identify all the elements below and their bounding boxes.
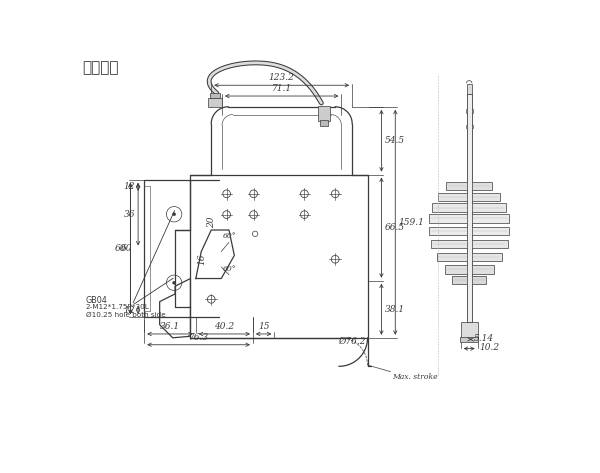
Text: 10.2: 10.2 [479, 343, 499, 352]
Text: 36: 36 [124, 210, 135, 219]
Text: 40.2: 40.2 [214, 322, 235, 331]
Bar [445, 265, 494, 273]
Bar [432, 203, 506, 212]
Bar [466, 109, 473, 113]
Text: 66.5: 66.5 [385, 223, 404, 232]
Text: 5.14: 5.14 [473, 334, 494, 343]
Bar [208, 97, 222, 107]
Text: 54.5: 54.5 [385, 136, 404, 145]
Bar [467, 94, 472, 323]
Text: Ø10.25 hole both side: Ø10.25 hole both side [86, 312, 166, 318]
Text: 60°: 60° [223, 265, 236, 273]
Text: 刀组图面: 刀组图面 [83, 61, 119, 76]
Bar [452, 276, 486, 284]
Text: 60: 60 [114, 244, 126, 253]
Text: 123.2: 123.2 [269, 73, 295, 82]
Bar [431, 240, 508, 248]
Bar [211, 93, 220, 97]
Text: 2-M12*1.75P*30L: 2-M12*1.75P*30L [86, 304, 149, 310]
Text: 20: 20 [207, 217, 216, 228]
Bar [429, 214, 509, 223]
Circle shape [173, 281, 176, 284]
Text: 12: 12 [124, 183, 135, 192]
Text: 16: 16 [197, 254, 206, 265]
Text: 71.1: 71.1 [272, 84, 292, 93]
Text: 60: 60 [121, 244, 133, 253]
Bar [461, 323, 478, 338]
Text: GB04: GB04 [86, 296, 107, 305]
Bar [320, 120, 328, 126]
Bar [317, 106, 330, 122]
Text: Ø76.2: Ø76.2 [338, 337, 366, 346]
Text: 12: 12 [124, 306, 135, 315]
Bar [437, 253, 502, 261]
Bar [446, 182, 493, 190]
Text: 76.3: 76.3 [188, 333, 209, 342]
Bar [467, 85, 472, 94]
Circle shape [173, 213, 176, 216]
Text: 36.1: 36.1 [160, 322, 180, 331]
Bar [467, 94, 472, 323]
Text: 60°: 60° [223, 232, 236, 240]
Text: 159.1: 159.1 [398, 218, 424, 227]
Bar [429, 227, 509, 235]
Bar [466, 124, 473, 128]
Bar [460, 337, 478, 342]
Bar [439, 193, 500, 201]
Text: Max. stroke: Max. stroke [392, 373, 438, 381]
Text: 15: 15 [258, 322, 269, 331]
Text: 38.1: 38.1 [385, 305, 404, 314]
